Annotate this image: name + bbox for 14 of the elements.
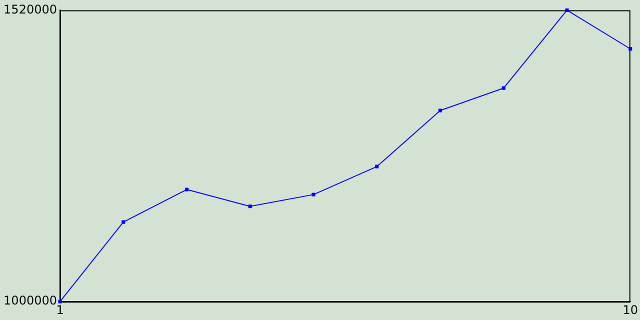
point xyxy=(122,220,126,224)
point xyxy=(565,8,569,12)
point xyxy=(248,204,252,208)
point xyxy=(438,108,442,112)
y-tick-label: 1000000 xyxy=(4,294,57,308)
x-tick-label: 1 xyxy=(56,302,64,317)
x-tick-label: 10 xyxy=(622,302,638,317)
point xyxy=(628,47,632,51)
y-tick-label: 1520000 xyxy=(4,2,57,16)
point xyxy=(58,300,62,304)
point xyxy=(184,188,189,192)
point xyxy=(312,192,316,196)
point xyxy=(502,86,506,90)
point xyxy=(375,164,379,168)
